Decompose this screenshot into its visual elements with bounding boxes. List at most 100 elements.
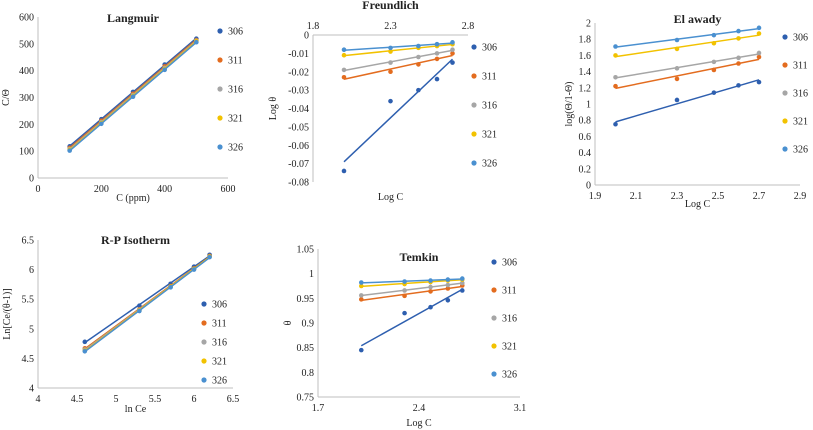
data-point-306 <box>341 168 347 174</box>
data-point-326 <box>402 279 407 284</box>
y-tick-label: -0.06 <box>288 141 309 152</box>
data-point-306 <box>736 83 741 88</box>
chart-title: El awady <box>674 12 722 26</box>
data-point-326 <box>194 39 199 45</box>
data-point-306 <box>388 98 393 104</box>
legend-marker-306 <box>471 44 477 50</box>
data-point-311 <box>428 289 433 294</box>
x-tick-label: 2.4 <box>413 403 426 414</box>
data-point-311 <box>358 297 364 302</box>
data-point-316 <box>736 55 741 61</box>
data-point-311 <box>388 69 393 75</box>
x-tick-label: 400 <box>157 184 172 195</box>
y-tick-label: 1.2 <box>579 83 592 94</box>
data-point-311 <box>613 83 618 89</box>
data-point-326 <box>358 280 364 285</box>
y-tick-label: 0.8 <box>579 116 592 127</box>
y-tick-label: 100 <box>19 147 34 158</box>
y-tick-label: 2 <box>586 19 591 30</box>
data-point-326 <box>756 25 762 31</box>
x-tick-label: 6.5 <box>227 394 240 405</box>
data-point-326 <box>162 67 167 73</box>
data-point-316 <box>613 74 618 80</box>
x-axis-label: Log C <box>406 418 432 429</box>
data-point-326 <box>207 254 212 260</box>
legend-marker-321 <box>201 358 207 364</box>
y-tick-label: -0.04 <box>288 104 309 115</box>
data-point-326 <box>459 276 465 281</box>
y-tick-label: 1.4 <box>579 67 592 78</box>
legend-label-316: 316 <box>228 85 243 96</box>
trendline-326 <box>343 42 453 52</box>
legend-label-306: 306 <box>502 258 517 269</box>
data-point-316 <box>674 66 680 71</box>
chart-title: Freundlich <box>362 0 419 12</box>
x-tick-label: 5 <box>114 394 119 405</box>
data-point-306 <box>674 97 680 103</box>
data-point-306 <box>82 339 88 345</box>
data-point-306 <box>450 60 455 65</box>
data-point-326 <box>434 41 440 47</box>
legend-label-326: 326 <box>502 370 517 381</box>
y-axis-label: Log θ <box>268 97 279 121</box>
legend-label-311: 311 <box>793 61 808 72</box>
data-point-306 <box>613 121 618 127</box>
trendline-311 <box>361 285 463 302</box>
y-tick-label: 0.95 <box>297 294 315 305</box>
data-point-316 <box>358 293 364 298</box>
chart-panel-2: El awady 1.9 2.1 2.3 2.5 2.7 2.9 0 0.2 0.4 0.6 0.8 1… <box>564 12 808 210</box>
y-tick-label: 0.9 <box>302 319 315 330</box>
y-tick-label: 600 <box>19 13 34 24</box>
y-tick-label: 1.6 <box>579 51 592 62</box>
legend-marker-321 <box>471 131 477 137</box>
y-tick-label: 6.5 <box>22 236 35 247</box>
legend-marker-316 <box>782 90 788 96</box>
x-tick-label: 600 <box>221 184 236 195</box>
data-point-326 <box>711 32 717 38</box>
legend-label-326: 326 <box>212 376 227 387</box>
data-point-326 <box>450 40 455 45</box>
y-tick-label: 5 <box>29 324 34 335</box>
y-tick-label: 0.6 <box>579 132 592 143</box>
y-axis-label: C/Θ <box>1 89 12 106</box>
data-point-306 <box>428 304 433 310</box>
legend-marker-311 <box>201 320 207 326</box>
trendline-316 <box>361 282 463 297</box>
legend-label-306: 306 <box>482 43 497 54</box>
trendline-326 <box>84 257 211 353</box>
y-tick-label: 500 <box>19 39 34 50</box>
data-point-321 <box>711 40 717 46</box>
legend-marker-306 <box>782 34 788 40</box>
trendline-311 <box>615 58 760 90</box>
data-point-326 <box>67 148 72 153</box>
x-tick-label: 4 <box>36 394 41 405</box>
x-tick-label: 6 <box>192 394 197 405</box>
y-tick-label: -0.02 <box>288 67 309 78</box>
data-point-316 <box>756 50 762 56</box>
data-point-326 <box>736 28 741 34</box>
y-tick-label: 0.75 <box>297 393 315 404</box>
data-point-321 <box>736 36 741 41</box>
trendline-306 <box>360 288 463 347</box>
data-point-316 <box>434 51 440 56</box>
data-point-321 <box>388 49 393 54</box>
y-tick-label: -0.03 <box>288 86 309 97</box>
legend-label-321: 321 <box>228 114 243 125</box>
trendline-306 <box>84 255 211 344</box>
legend-label-311: 311 <box>482 72 497 83</box>
data-point-311 <box>434 56 440 62</box>
data-point-306 <box>756 79 762 85</box>
data-point-326 <box>428 278 433 283</box>
trendline-316 <box>343 49 453 72</box>
x-tick-label: 2.7 <box>753 191 766 202</box>
x-tick-label: 1.8 <box>307 21 320 32</box>
legend-label-316: 316 <box>482 101 497 112</box>
data-point-316 <box>450 47 455 52</box>
y-tick-label: 0.8 <box>302 368 315 379</box>
legend-label-321: 321 <box>793 117 808 128</box>
x-tick-label: 1.7 <box>312 403 325 414</box>
x-tick-label: 2.9 <box>794 191 807 202</box>
y-tick-label: 0 <box>29 174 34 185</box>
x-axis-label: C (ppm) <box>116 193 150 204</box>
legend-label-316: 316 <box>793 89 808 100</box>
